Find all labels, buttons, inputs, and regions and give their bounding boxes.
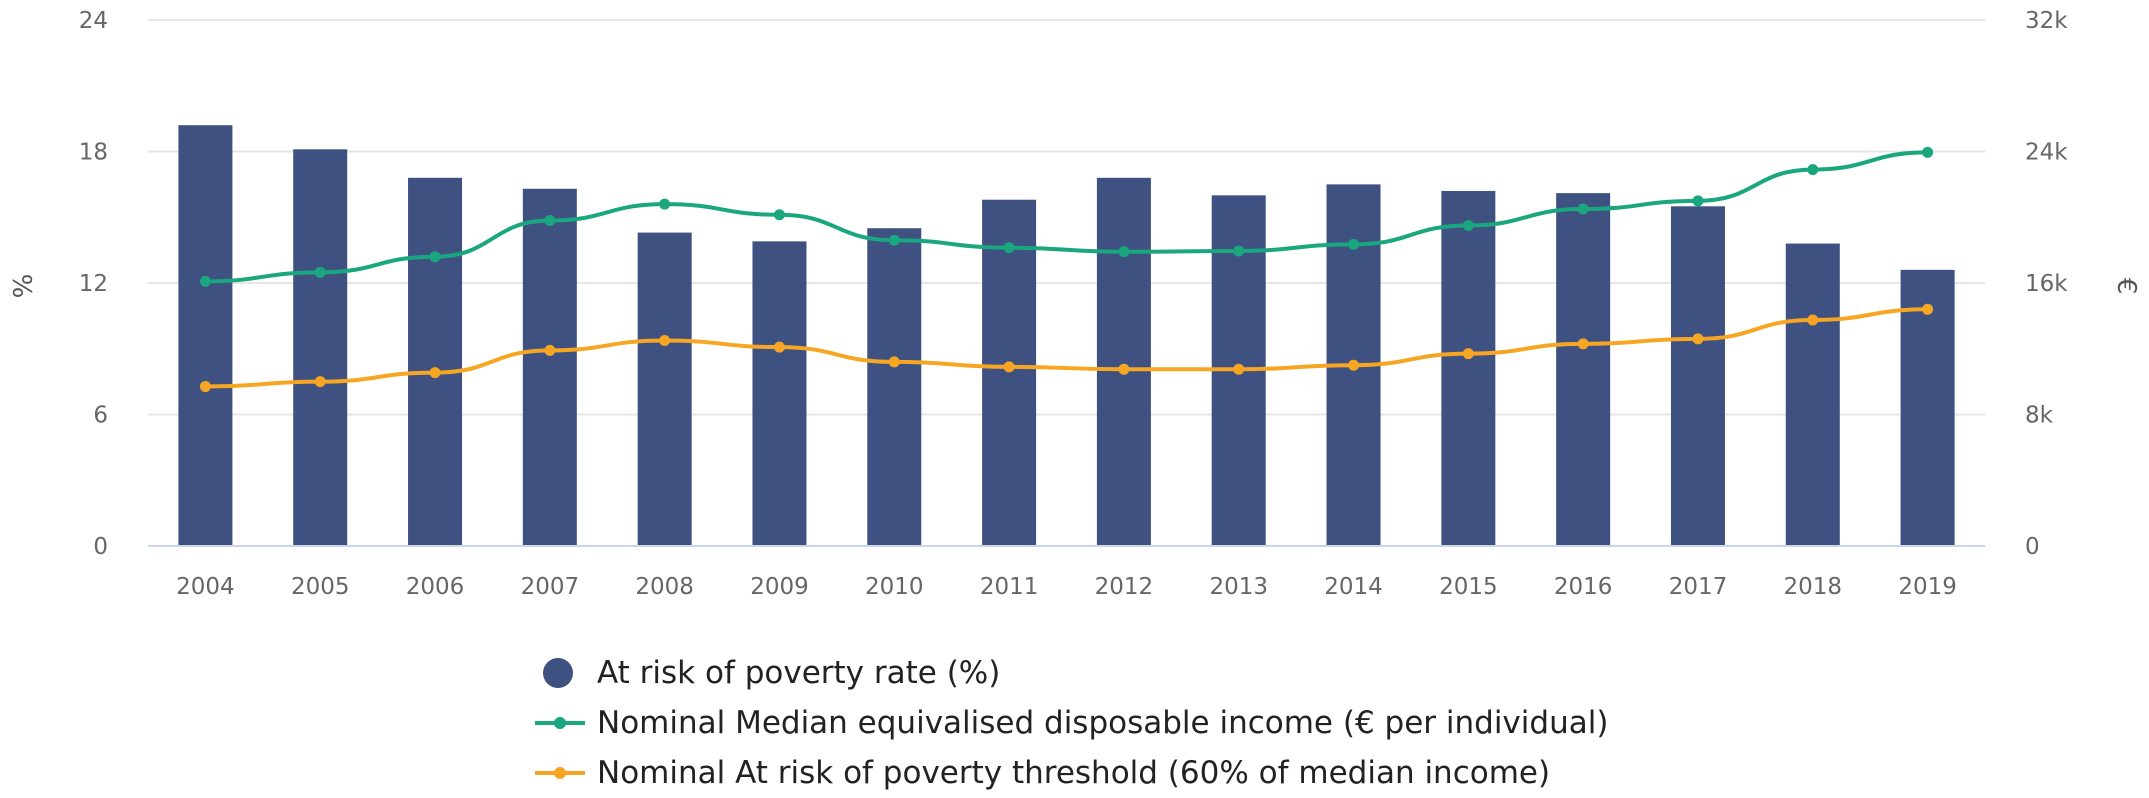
x-tick-label: 2008 [635, 574, 694, 600]
data-point[interactable] [429, 367, 441, 379]
data-point[interactable] [659, 335, 671, 347]
data-point[interactable] [1922, 303, 1934, 315]
bar[interactable] [293, 149, 348, 546]
data-point[interactable] [1462, 348, 1474, 360]
legend-item-median-income[interactable]: Nominal Median equivalised disposable in… [535, 698, 1608, 748]
x-tick-label: 2015 [1439, 574, 1498, 600]
y-right-tick-label: 24k [2025, 140, 2068, 166]
x-tick-label: 2011 [980, 574, 1039, 600]
y-right-tick-label: 0 [2025, 534, 2040, 560]
data-point[interactable] [314, 376, 326, 388]
data-point[interactable] [1462, 219, 1474, 231]
bar[interactable] [1441, 190, 1496, 546]
y-axis-right-title: € [2111, 278, 2141, 295]
legend-label: At risk of poverty rate (%) [597, 655, 1001, 691]
bar[interactable] [1785, 243, 1840, 547]
legend-line-icon [535, 758, 585, 788]
axes: 0 0 6 8k 12 16k 18 24k 24 32k 2004 2005 2006 2007 2008… [79, 8, 2069, 600]
bar-series [178, 125, 1955, 547]
series-line [205, 307, 1928, 389]
data-point[interactable] [1233, 363, 1245, 375]
bar[interactable] [867, 228, 922, 547]
data-point[interactable] [1233, 245, 1245, 257]
legend-item-poverty-rate[interactable]: At risk of poverty rate (%) [535, 648, 1608, 698]
y-right-tick-label: 8k [2025, 403, 2054, 429]
data-point[interactable] [1922, 146, 1934, 158]
data-point[interactable] [659, 198, 671, 210]
x-tick-label: 2007 [521, 574, 580, 600]
y-right-tick-label: 16k [2025, 271, 2068, 297]
y-left-tick-label: 18 [79, 140, 108, 166]
data-point[interactable] [1348, 238, 1360, 250]
y-left-tick-label: 12 [79, 271, 108, 297]
x-tick-label: 2013 [1209, 574, 1268, 600]
data-point[interactable] [1577, 203, 1589, 215]
series-line [205, 150, 1928, 284]
x-tick-label: 2004 [176, 574, 235, 600]
x-tick-label: 2018 [1784, 574, 1843, 600]
data-point[interactable] [888, 234, 900, 246]
data-point[interactable] [1807, 314, 1819, 326]
data-point[interactable] [1807, 164, 1819, 176]
data-point[interactable] [429, 251, 441, 263]
y-left-tick-label: 24 [79, 8, 108, 34]
data-point[interactable] [1003, 242, 1015, 254]
line-series [199, 146, 1934, 393]
data-point[interactable] [773, 209, 785, 221]
legend: At risk of poverty rate (%) Nominal Medi… [535, 648, 1608, 798]
data-point[interactable] [1692, 333, 1704, 345]
data-point[interactable] [1577, 338, 1589, 350]
data-point[interactable] [773, 341, 785, 353]
x-tick-label: 2019 [1898, 574, 1957, 600]
data-point[interactable] [1003, 361, 1015, 373]
data-point[interactable] [199, 381, 211, 393]
legend-line-icon [535, 708, 585, 738]
legend-label: Nominal At risk of poverty threshold (60… [597, 755, 1551, 791]
x-tick-label: 2012 [1095, 574, 1154, 600]
bar[interactable] [1900, 269, 1955, 546]
data-point[interactable] [544, 344, 556, 356]
data-point[interactable] [888, 356, 900, 368]
bar[interactable] [522, 188, 577, 546]
legend-dot-icon [535, 658, 585, 688]
x-tick-label: 2010 [865, 574, 924, 600]
bar[interactable] [1096, 177, 1151, 547]
x-tick-label: 2006 [406, 574, 465, 600]
data-point[interactable] [544, 215, 556, 227]
bar[interactable] [178, 125, 233, 546]
y-left-tick-label: 0 [93, 534, 108, 560]
x-tick-label: 2005 [291, 574, 350, 600]
x-tick-label: 2017 [1669, 574, 1728, 600]
y-right-tick-label: 32k [2025, 8, 2068, 34]
bar[interactable] [752, 241, 807, 546]
bar[interactable] [637, 232, 692, 546]
data-point[interactable] [1118, 246, 1130, 258]
bar[interactable] [1670, 206, 1725, 546]
x-tick-label: 2009 [750, 574, 809, 600]
x-tick-label: 2014 [1324, 574, 1383, 600]
bar[interactable] [408, 177, 463, 547]
legend-item-poverty-threshold[interactable]: Nominal At risk of poverty threshold (60… [535, 748, 1608, 798]
bar[interactable] [1556, 193, 1611, 546]
data-point[interactable] [1348, 359, 1360, 371]
data-point[interactable] [1118, 363, 1130, 375]
data-point[interactable] [1692, 195, 1704, 207]
data-point[interactable] [314, 266, 326, 278]
bar[interactable] [982, 199, 1037, 546]
y-axis-left-title: % [9, 274, 39, 299]
x-tick-label: 2016 [1554, 574, 1613, 600]
y-left-tick-label: 6 [93, 403, 108, 429]
data-point[interactable] [199, 275, 211, 287]
legend-label: Nominal Median equivalised disposable in… [597, 705, 1609, 741]
